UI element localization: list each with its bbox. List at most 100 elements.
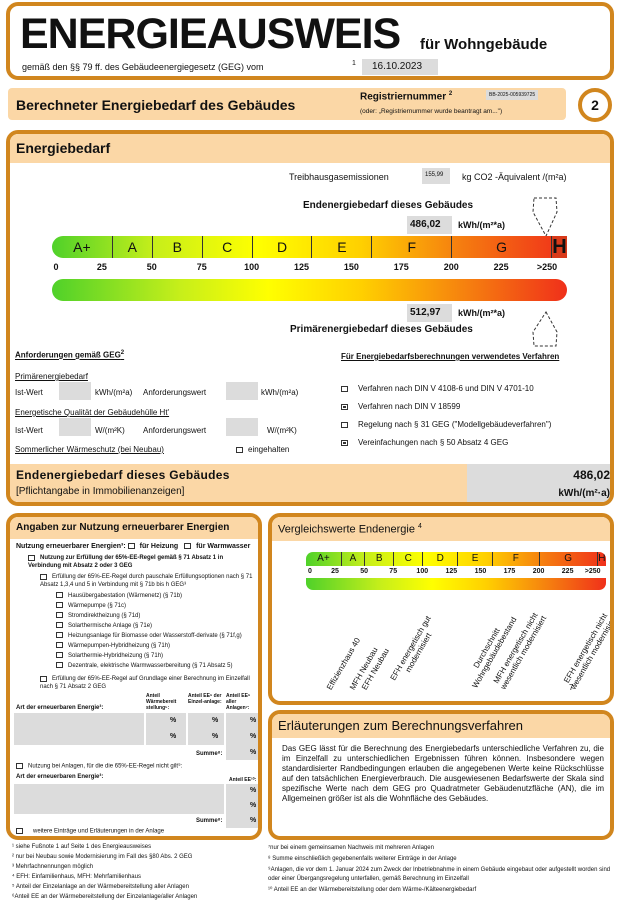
primary-ist-field[interactable]	[59, 382, 91, 400]
class-segment-B: B	[364, 552, 393, 566]
flat-rate-label: Erfüllung der 65%-EE-Regel durch pauscha…	[40, 574, 253, 588]
scale-tick: 150	[474, 568, 487, 575]
option-label: Hausübergabestation (Wärmenetz) (§ 71b)	[68, 593, 183, 599]
method-item[interactable]: Verfahren nach DIN V 4108-6 und DIN V 47…	[341, 384, 551, 393]
other-item[interactable]: Nutzung bei Anlagen, für die die 65%-EE-…	[16, 763, 182, 770]
ht-ist-unit: W/(m²K)	[95, 426, 125, 435]
art-label: Art der erneuerbaren Energie³:	[16, 705, 104, 711]
primary-energy-value: 512,97	[407, 304, 452, 322]
renewables-use: Nutzung erneuerbarer Energien³: für Heiz…	[16, 543, 250, 550]
scale-tick: 100	[244, 262, 260, 272]
renewable-option[interactable]: Wärmepumpen-Hybridheizung (§ 71h)	[56, 641, 242, 651]
scale-tick: 225	[493, 262, 509, 272]
scale-tick: 50	[360, 568, 369, 575]
checkbox-icon	[236, 446, 243, 453]
art-field-2[interactable]	[14, 784, 224, 814]
registration-alt: (oder: „Registriernummer wurde beantragt…	[360, 108, 503, 115]
scale-tick: 100	[416, 568, 429, 575]
checkbox-icon	[341, 385, 348, 392]
scale-tick: 125	[445, 568, 458, 575]
law-reference: gemäß den §§ 79 ff. des Gebäudeenergiege…	[22, 62, 264, 72]
class-segment-A+: A+	[317, 553, 330, 564]
heat-share-field[interactable]	[146, 713, 186, 745]
art-field[interactable]	[14, 713, 144, 745]
primary-ist-unit: kWh/(m²a)	[95, 388, 133, 397]
checkbox-icon	[56, 612, 63, 619]
class-segment-A: A	[340, 552, 364, 566]
checkbox-icon	[341, 421, 348, 428]
col-ee: Anteil EE¹⁰:	[229, 777, 257, 783]
compare-scale: A+ A B C D E F G H	[306, 552, 606, 566]
checkbox-icon	[40, 574, 47, 581]
footnote: ⁴ EFH: Einfamilienhaus, MFH: Mehrfamilie…	[12, 874, 141, 880]
ht-anf-field[interactable]	[226, 418, 258, 436]
scale-tick: >250	[536, 262, 558, 272]
renewable-option[interactable]: Hausübergabestation (Wärmenetz) (§ 71b)	[56, 591, 242, 601]
summer-check-label: eingehalten	[248, 445, 290, 454]
water-checkbox[interactable]	[184, 543, 192, 550]
pct: %	[212, 733, 219, 740]
scale-ticks: 0 25 50 75 100 125 150 175 200 225 >250	[52, 262, 567, 274]
scale-tick: 75	[389, 568, 398, 575]
renewable-option[interactable]: Wärmepumpe (§ 71c)	[56, 601, 242, 611]
method-item[interactable]: Regelung nach § 31 GEG ("Modellgebäudeve…	[341, 420, 551, 429]
renewables-box: Angaben zur Nutzung erneuerbarer Energie…	[6, 513, 262, 840]
method-item[interactable]: Verfahren nach DIN V 18599	[341, 402, 551, 411]
pct: %	[250, 749, 257, 756]
renewable-option[interactable]: Dezentrale, elektrische Warmwasserbereit…	[56, 661, 242, 671]
pct: %	[250, 802, 257, 809]
class-segment-A+: A+	[73, 239, 91, 255]
calc-item[interactable]: Erfüllung der 65%-EE-Regel auf Grundlage…	[28, 675, 258, 691]
primary-energy-label: Primärenergiebedarf dieses Gebäudes	[290, 324, 473, 335]
col-heat-share: Anteil Wärmebereit stellung⁵:	[146, 693, 177, 711]
renewable-option[interactable]: Heizungsanlage für Biomasse oder Wassers…	[56, 631, 242, 641]
rule65-item[interactable]: Nutzung zur Erfüllung der 65%-EE-Regel g…	[16, 554, 254, 570]
class-segment-D: D	[251, 236, 312, 258]
col-ee-all: Anteil EE⁶ aller Anlagen⁷:	[226, 693, 251, 711]
ee-single-field[interactable]	[188, 713, 224, 745]
footnote: ⁸ Summe einschließlich gegebenenfalls we…	[268, 856, 457, 862]
end-energy-unit: kWh/(m²*a)	[458, 220, 505, 230]
compare-box: Vergleichswerte Endenergie 4 A+ A B C D E F G H …	[268, 513, 614, 705]
checkbox-icon	[56, 592, 63, 599]
end-energy-marker-icon	[532, 197, 558, 238]
primary-anf-field[interactable]	[226, 382, 258, 400]
ghg-unit: kg CO2 -Äquivalent /(m²a)	[462, 172, 567, 182]
scale-tick: 50	[146, 262, 157, 272]
ghg-value: 155,99	[422, 168, 450, 184]
checkbox-icon	[341, 403, 348, 410]
scale-tick: 200	[532, 568, 545, 575]
footnote: ⁶Anteil EE an der Wärmebereitstellung de…	[12, 894, 198, 900]
option-label: Stromdirektheizung (§ 71d)	[68, 613, 141, 619]
checkbox-icon	[56, 662, 63, 669]
energiebedarf-box: Energiebedarf Treibhausgasemissionen 155…	[6, 130, 614, 506]
document-title: ENERGIEAUSWEIS	[20, 10, 401, 58]
flat-rate-item[interactable]: Erfüllung der 65%-EE-Regel durch pauscha…	[28, 573, 258, 589]
calc-label: Erfüllung der 65%-EE-Regel auf Grundlage…	[40, 676, 250, 690]
more-item[interactable]: weitere Einträge und Erläuterungen in de…	[16, 828, 164, 835]
ht-anf-unit: W/(m²K)	[267, 426, 297, 435]
requirements-title: Anforderungen gemäß GEG2	[15, 350, 124, 360]
pct: %	[170, 717, 177, 724]
checkbox-icon	[16, 763, 23, 769]
primary-anf-unit: kWh/(m²a)	[261, 388, 299, 397]
scale-tick: 225	[561, 568, 574, 575]
checkbox-icon	[56, 622, 63, 629]
primary-energy-unit: kWh/(m²*a)	[458, 308, 505, 318]
summer-protection-checkbox[interactable]: eingehalten	[236, 445, 289, 454]
pct: %	[212, 717, 219, 724]
ee-all-field[interactable]	[226, 713, 258, 760]
renewable-option[interactable]: Solarthermische Anlage (§ 71e)	[56, 621, 242, 631]
scale-tick: 150	[343, 262, 359, 272]
registration-label: Registriernummer 2	[360, 91, 452, 102]
ee-field-2[interactable]	[226, 784, 258, 828]
other-label: Nutzung bei Anlagen, für die die 65%-EE-…	[28, 763, 183, 770]
method-item[interactable]: Vereinfachungen nach § 50 Absatz 4 GEG	[341, 438, 551, 447]
renewable-option[interactable]: Stromdirektheizung (§ 71d)	[56, 611, 242, 621]
primary-requirement-heading: Primärenergiebedarf	[15, 372, 88, 381]
explain-box: Erläuterungen zum Berechnungsverfahren D…	[268, 710, 614, 840]
ht-ist-field[interactable]	[59, 418, 91, 436]
heating-checkbox[interactable]	[127, 543, 135, 550]
renewable-option[interactable]: Solarthermie-Hybridheizung (§ 71h)	[56, 651, 242, 661]
class-segment-G: G	[538, 552, 597, 566]
